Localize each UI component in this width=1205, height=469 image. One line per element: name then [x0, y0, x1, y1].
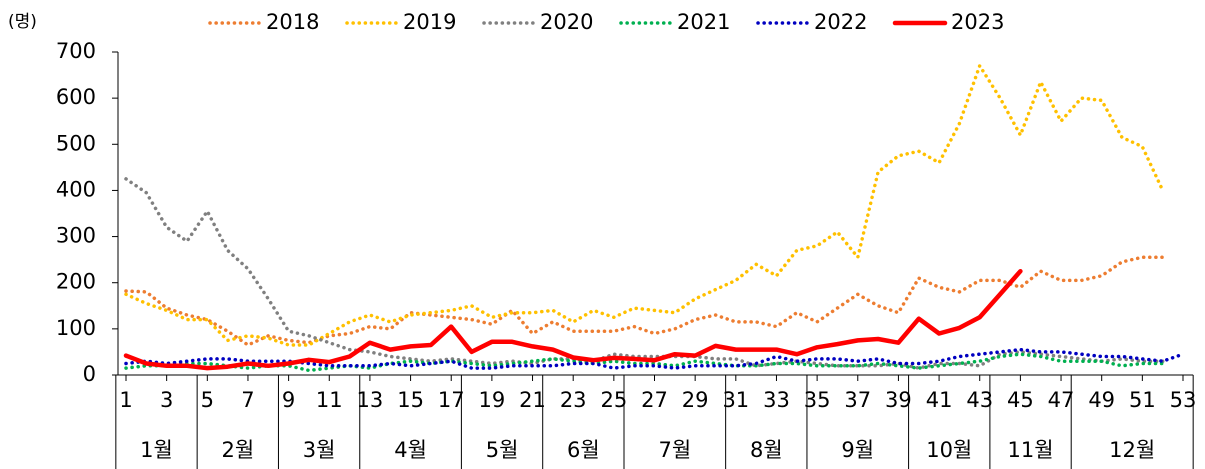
x-tick-label: 53 — [1170, 388, 1197, 412]
x-tick-label: 11 — [316, 388, 343, 412]
x-tick-label: 39 — [885, 388, 912, 412]
x-tick-label: 1 — [119, 388, 132, 412]
y-unit: (명) — [8, 12, 37, 32]
month-label: 10월 — [926, 438, 972, 462]
legend-label: 2023 — [951, 10, 1004, 34]
x-tick-label: 15 — [397, 388, 424, 412]
month-label: 9월 — [841, 438, 874, 462]
x-tick-label: 47 — [1048, 388, 1075, 412]
y-tick-label: 100 — [56, 316, 96, 340]
x-tick-label: 27 — [641, 388, 668, 412]
month-label: 7월 — [658, 438, 691, 462]
legend-label: 2018 — [266, 10, 319, 34]
y-tick-label: 0 — [83, 362, 96, 386]
y-tick-label: 700 — [56, 39, 96, 63]
y-tick-label: 600 — [56, 85, 96, 109]
y-tick-label: 400 — [56, 177, 96, 201]
x-tick-label: 29 — [682, 388, 709, 412]
x-tick-label: 37 — [844, 388, 871, 412]
month-label: 1월 — [140, 438, 173, 462]
x-tick-label: 49 — [1088, 388, 1115, 412]
month-label: 4월 — [394, 438, 427, 462]
x-tick-label: 25 — [600, 388, 627, 412]
x-tick-label: 23 — [560, 388, 587, 412]
x-tick-label: 7 — [241, 388, 254, 412]
legend-label: 2020 — [540, 10, 593, 34]
series-line — [124, 177, 1165, 370]
series-line — [124, 64, 1165, 347]
y-tick-label: 300 — [56, 224, 96, 248]
x-tick-label: 51 — [1129, 388, 1156, 412]
x-tick-label: 9 — [282, 388, 295, 412]
legend-label: 2022 — [814, 10, 867, 34]
x-tick-label: 31 — [722, 388, 749, 412]
month-label: 12월 — [1109, 438, 1155, 462]
y-tick-label: 500 — [56, 131, 96, 155]
x-tick-label: 33 — [763, 388, 790, 412]
x-tick-label: 35 — [804, 388, 831, 412]
month-label: 5월 — [486, 438, 519, 462]
legend-label: 2021 — [677, 10, 730, 34]
x-tick-label: 19 — [479, 388, 506, 412]
y-tick-label: 200 — [56, 270, 96, 294]
x-tick-label: 21 — [519, 388, 546, 412]
month-label: 8월 — [750, 438, 783, 462]
month-label: 3월 — [303, 438, 336, 462]
month-label: 11월 — [1008, 438, 1054, 462]
x-tick-label: 43 — [966, 388, 993, 412]
x-tick-label: 13 — [357, 388, 384, 412]
series-line — [124, 255, 1165, 347]
month-label: 6월 — [567, 438, 600, 462]
x-tick-label: 3 — [160, 388, 173, 412]
month-label: 2월 — [221, 438, 254, 462]
x-tick-label: 45 — [1007, 388, 1034, 412]
x-tick-label: 17 — [438, 388, 465, 412]
series-line — [123, 268, 1023, 371]
x-tick-label: 5 — [201, 388, 214, 412]
x-tick-label: 41 — [926, 388, 953, 412]
legend-label: 2019 — [403, 10, 456, 34]
